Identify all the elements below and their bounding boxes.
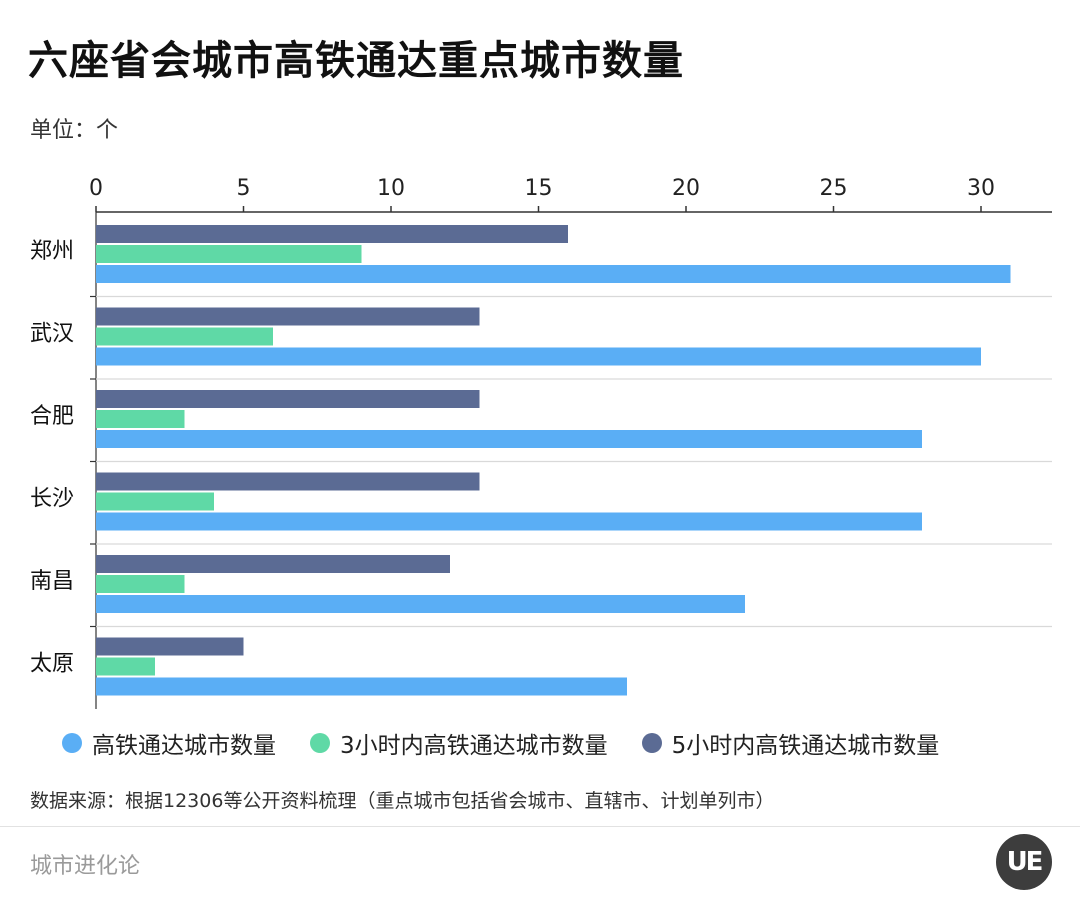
legend-item-5h: 5小时内高铁通达城市数量 [641, 726, 940, 760]
legend-label-3h: 3小时内高铁通达城市数量 [340, 733, 608, 759]
bar-total-1 [96, 347, 981, 366]
chart-title: 六座省会城市高铁通达重点城市数量 [28, 38, 684, 84]
brand-logo: UE [996, 834, 1052, 890]
legend: 高铁通达城市数量 3小时内高铁通达城市数量 5小时内高铁通达城市数量 [62, 726, 939, 760]
bar-5h-0 [96, 225, 568, 243]
legend-dot-3h [310, 733, 330, 753]
bar-total-5 [96, 677, 627, 696]
bar-3h-1 [96, 327, 273, 346]
x-tick-label-1: 5 [237, 176, 251, 201]
bar-total-3 [96, 512, 922, 531]
category-label-4: 南昌 [30, 569, 74, 594]
x-tick-label-5: 25 [820, 176, 848, 201]
bar-3h-5 [96, 657, 155, 676]
x-tick-label-0: 0 [89, 176, 103, 201]
x-tick-label-3: 15 [525, 176, 553, 201]
bar-5h-2 [96, 390, 480, 408]
x-tick-label-6: 30 [967, 176, 995, 201]
bar-total-0 [96, 265, 1011, 283]
bar-3h-0 [96, 245, 362, 263]
unit-label: 单位：个 [30, 118, 119, 143]
bar-5h-3 [96, 472, 480, 491]
bar-3h-2 [96, 410, 185, 428]
legend-item-total: 高铁通达城市数量 [62, 726, 276, 760]
divider [0, 826, 1080, 827]
bar-5h-5 [96, 637, 244, 656]
legend-item-3h: 3小时内高铁通达城市数量 [310, 726, 608, 760]
category-label-3: 长沙 [30, 487, 74, 512]
x-tick-label-2: 10 [377, 176, 405, 201]
bar-5h-4 [96, 555, 450, 573]
legend-label-5h: 5小时内高铁通达城市数量 [671, 733, 940, 759]
legend-dot-5h [641, 733, 662, 753]
category-label-1: 武汉 [30, 322, 74, 347]
x-tick-label-4: 20 [672, 176, 700, 201]
legend-label-total: 高铁通达城市数量 [92, 733, 276, 759]
brand-name: 城市进化论 [30, 854, 141, 879]
bar-3h-3 [96, 492, 214, 511]
category-label-5: 太原 [30, 652, 74, 677]
legend-dot-total [62, 733, 82, 753]
bar-5h-1 [96, 307, 480, 326]
bar-total-2 [96, 430, 922, 448]
category-label-2: 合肥 [30, 404, 74, 429]
data-source: 数据来源：根据12306等公开资料梳理（重点城市包括省会城市、直辖市、计划单列市… [30, 790, 775, 812]
bar-3h-4 [96, 575, 185, 593]
category-label-0: 郑州 [30, 239, 74, 264]
bar-total-4 [96, 595, 745, 613]
